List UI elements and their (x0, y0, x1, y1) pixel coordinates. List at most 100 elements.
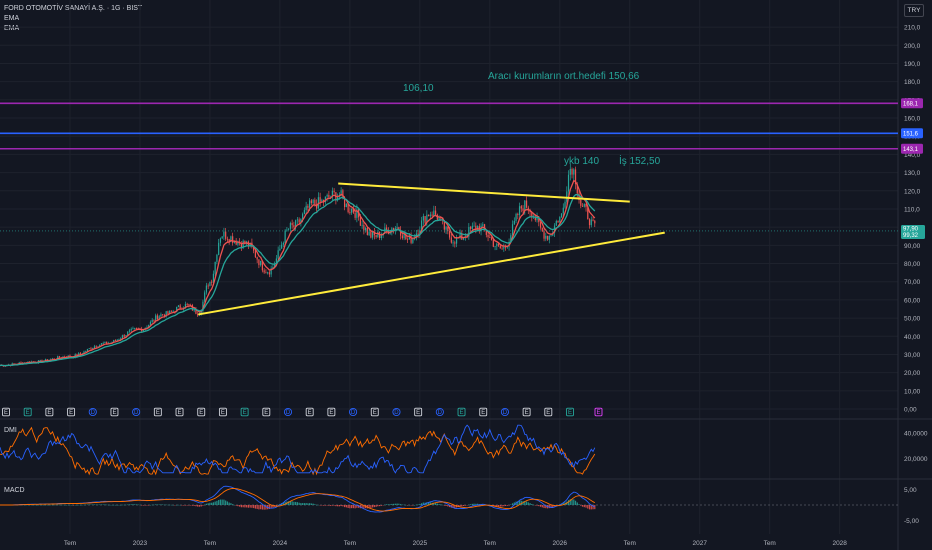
event-label: E (546, 410, 550, 416)
event-label: E (416, 410, 420, 416)
indicator-ema-1[interactable]: EMA (4, 15, 20, 22)
macd-histogram-bar (378, 505, 381, 507)
macd-histogram-bar (511, 503, 514, 505)
y-tick-label: 120,0 (904, 188, 921, 195)
candle-body (260, 260, 262, 266)
candle-body (469, 227, 472, 229)
event-label: E (221, 410, 225, 416)
candle-body (167, 311, 169, 314)
macd-histogram-bar (351, 505, 353, 509)
y-tick-label: 30,00 (904, 352, 921, 359)
macd-histogram-bar (429, 502, 431, 505)
macd-histogram-bar (415, 504, 417, 506)
macd-histogram-bar (527, 502, 529, 505)
dmi-plus-line (0, 424, 596, 474)
macd-histogram-bar (44, 504, 47, 506)
macd-histogram-bar (532, 504, 535, 506)
candle-body (39, 360, 41, 361)
macd-histogram-bar (333, 505, 335, 506)
candle-body (240, 243, 243, 248)
macd-histogram-bar (230, 503, 232, 505)
y-tick-label: 130,0 (904, 170, 921, 177)
candle-body (594, 220, 596, 224)
candle-body (225, 231, 227, 239)
macd-histogram-bar (85, 504, 87, 506)
event-label: D (438, 410, 443, 416)
macd-histogram-bar (90, 504, 92, 506)
candle-body (286, 229, 288, 231)
macd-histogram-bar (88, 504, 90, 505)
currency-button[interactable]: TRY (904, 4, 924, 17)
macd-histogram-bar (244, 505, 246, 508)
candle-body (128, 330, 131, 332)
candle-body (270, 268, 272, 275)
macd-histogram-bar (501, 505, 503, 507)
macd-histogram-bar (109, 504, 111, 506)
x-tick-label: 2023 (133, 540, 148, 547)
candle-body (438, 217, 440, 220)
macd-histogram-bar (295, 501, 297, 505)
macd-histogram-bar (95, 504, 97, 506)
macd-histogram-bar (328, 505, 330, 506)
candle-body (354, 212, 356, 218)
candle-body (483, 224, 486, 230)
macd-histogram-bar (508, 505, 510, 506)
event-label: D (134, 410, 139, 416)
macd-histogram-bar (275, 505, 278, 506)
candle-body (574, 169, 577, 185)
macd-histogram-bar (46, 504, 48, 506)
macd-histogram-bar (323, 505, 325, 506)
y-tick-label: 60,00 (904, 297, 921, 304)
macd-line (0, 485, 596, 513)
earnings-event-icon (305, 407, 314, 417)
macd-histogram-bar (125, 504, 127, 506)
event-label: E (264, 410, 268, 416)
candle-body (293, 225, 295, 228)
candle-body (300, 218, 302, 223)
candle-body (482, 224, 484, 226)
candle-body (46, 359, 48, 362)
candle-body (253, 247, 255, 251)
event-label: E (460, 410, 464, 416)
macd-histogram-bar (391, 503, 393, 505)
macd-histogram-bar (552, 505, 554, 508)
candle-body (351, 208, 353, 213)
candle-body (90, 348, 92, 350)
macd-histogram-bar (177, 504, 180, 506)
candle-body (281, 244, 283, 249)
macd-histogram-bar (226, 501, 229, 505)
macd-histogram-bar (319, 505, 321, 506)
macd-histogram-bar (37, 504, 40, 506)
macd-histogram-bar (128, 504, 131, 505)
candle-body (151, 319, 153, 322)
macd-histogram-bar (235, 505, 237, 506)
candle-body (279, 248, 281, 251)
candle-body (53, 358, 55, 360)
level-badge-label: 151,6 (903, 131, 919, 137)
macd-histogram-bar (186, 505, 188, 506)
indicator-ema-2[interactable]: EMA (4, 25, 20, 32)
candle-body (148, 325, 150, 328)
last-price-sub-label: 99,32 (903, 233, 919, 239)
macd-histogram-bar (153, 504, 155, 506)
macd-histogram-bar (534, 505, 536, 506)
macd-histogram-bar (475, 503, 477, 505)
macd-histogram-bar (354, 505, 356, 509)
candle-body (422, 216, 424, 221)
macd-histogram-bar (408, 504, 410, 506)
candle-body (303, 210, 305, 214)
candle-body (93, 346, 96, 349)
macd-histogram-bar (58, 504, 61, 506)
macd-histogram-bar (237, 505, 239, 507)
candle-body (440, 217, 442, 219)
macd-histogram-bar (398, 503, 400, 505)
macd-histogram-bar (260, 505, 262, 510)
candle-body (412, 238, 414, 243)
macd-histogram-bar (503, 505, 505, 507)
candle-body (368, 231, 370, 236)
annotation-ykb: ykb 140 (564, 156, 599, 167)
event-label: E (525, 410, 529, 416)
macd-histogram-bar (309, 503, 311, 505)
earnings-event-icon (2, 407, 10, 417)
